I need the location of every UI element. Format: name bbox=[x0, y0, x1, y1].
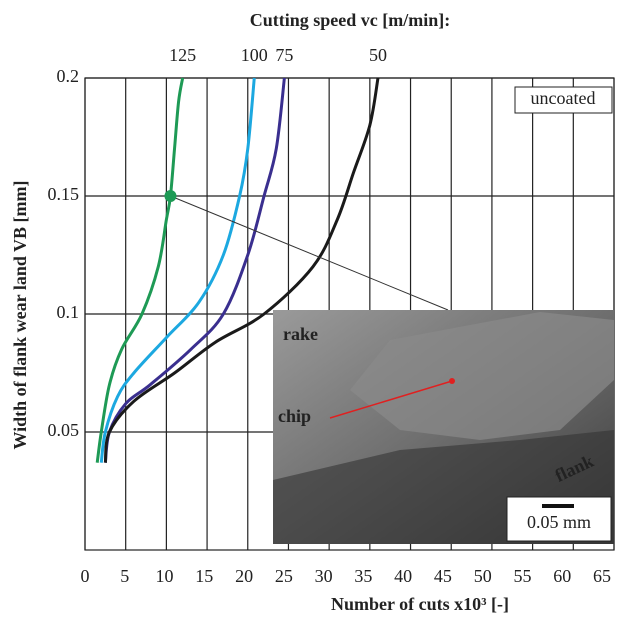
series-label: 50 bbox=[369, 45, 387, 65]
x-tick-label: 45 bbox=[434, 566, 452, 586]
inset-label: chip bbox=[278, 406, 311, 426]
y-tick-label: 0.2 bbox=[57, 66, 80, 86]
x-tick-label: 30 bbox=[315, 566, 333, 586]
chip-shape bbox=[350, 312, 614, 440]
y-tick-label: 0.1 bbox=[57, 302, 80, 322]
x-axis-label: Number of cuts x10³ [-] bbox=[331, 594, 509, 614]
series-label: 100 bbox=[241, 45, 268, 65]
y-tick-label: 0.15 bbox=[48, 184, 80, 204]
x-tick-label: 55 bbox=[513, 566, 531, 586]
series-line bbox=[103, 77, 380, 463]
x-tick-label: 5 bbox=[120, 566, 129, 586]
x-tick-label: 60 bbox=[553, 566, 571, 586]
series-label: 125 bbox=[169, 45, 196, 65]
box-label: uncoated bbox=[531, 88, 596, 108]
x-tick-label: 15 bbox=[195, 566, 213, 586]
label-box bbox=[514, 86, 613, 114]
x-tick-label: 20 bbox=[235, 566, 253, 586]
highlight-point bbox=[164, 190, 177, 202]
x-tick-label: 50 bbox=[474, 566, 492, 586]
scale-label: 0.05 mm bbox=[527, 512, 591, 532]
x-tick-label: 25 bbox=[275, 566, 293, 586]
chip-pointer-head bbox=[449, 378, 455, 384]
chip-pointer bbox=[329, 380, 453, 419]
x-tick-label: 10 bbox=[156, 566, 174, 586]
series-line bbox=[99, 77, 256, 463]
series-label: 75 bbox=[275, 45, 293, 65]
x-tick-label: 65 bbox=[593, 566, 611, 586]
inset-label: rake bbox=[283, 324, 318, 344]
x-tick-label: 35 bbox=[354, 566, 372, 586]
x-tick-label: 0 bbox=[81, 566, 90, 586]
y-axis-label: Width of flank wear land VB [mm] bbox=[10, 180, 30, 449]
x-tick-label: 40 bbox=[394, 566, 412, 586]
series-line bbox=[103, 77, 286, 463]
connector bbox=[170, 195, 449, 311]
series-line bbox=[95, 77, 185, 463]
chart-title: Cutting speed vc [m/min]: bbox=[250, 10, 451, 30]
y-tick-label: 0.05 bbox=[48, 420, 80, 440]
